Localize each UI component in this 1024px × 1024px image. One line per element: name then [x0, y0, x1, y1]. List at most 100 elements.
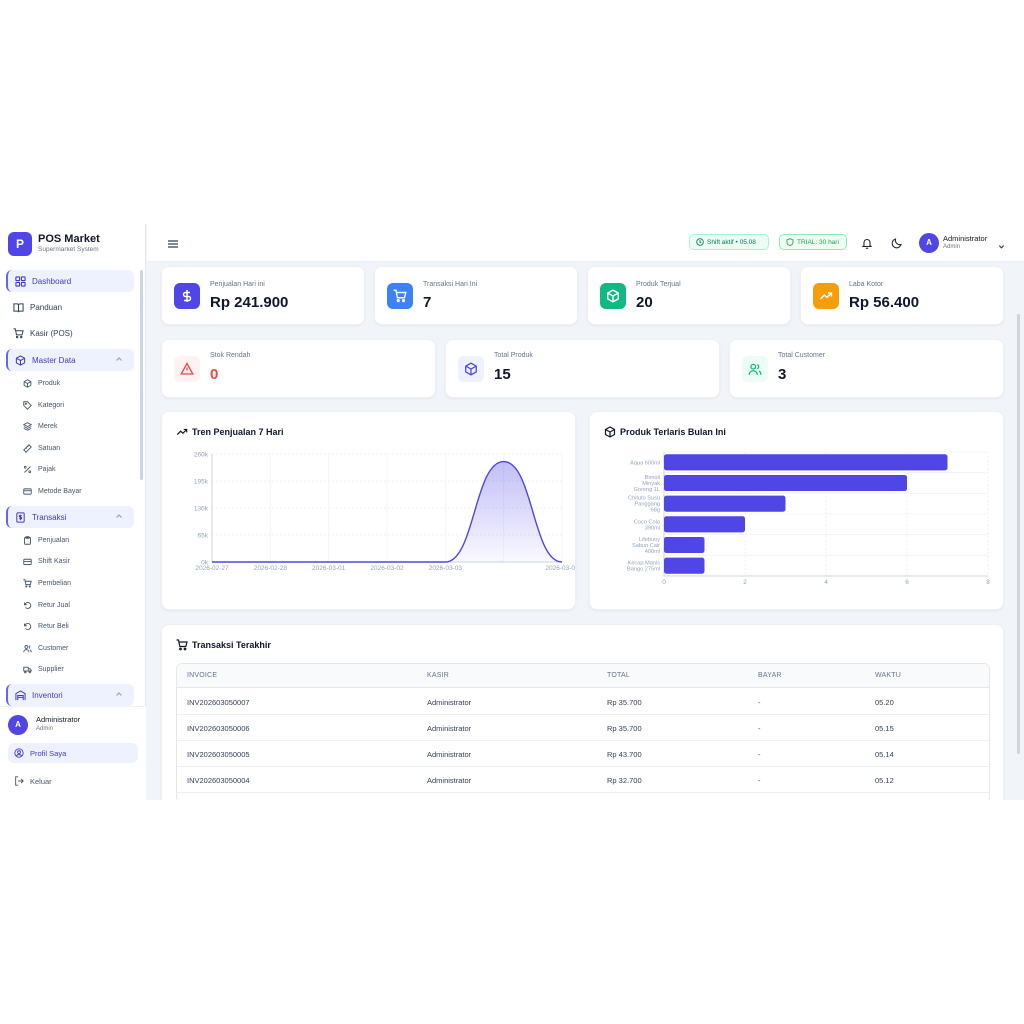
sidebar-item-panduan[interactable]: Panduan [6, 296, 134, 318]
stat-value: Rp 56.400 [849, 294, 920, 311]
sidebar-sub-supplier[interactable]: Supplier [22, 660, 134, 678]
sidebar-sub-satuan[interactable]: Satuan [22, 439, 134, 457]
cell-waktu: 05.15 [875, 724, 894, 733]
sidebar-user-panel: A Administrator Admin Profil Saya Keluar [0, 706, 146, 800]
sidebar-sub-shift-kasir[interactable]: Shift Kasir [22, 552, 134, 570]
stat-label: Laba Kotor [849, 281, 884, 288]
series-area [212, 461, 562, 562]
sidebar-sub-pembelian[interactable]: Pembelian [22, 574, 134, 592]
profile-button[interactable]: Profil Saya [8, 743, 138, 763]
cell-waktu: 05.14 [875, 750, 894, 759]
sidebar-item-transaksi[interactable]: Transaksi [6, 506, 134, 528]
sidebar-sub-label: Pembelian [38, 579, 72, 587]
header-user-menu[interactable]: A Administrator Admin [919, 232, 1019, 254]
bar [664, 557, 705, 574]
sidebar-item-master-data[interactable]: Master Data [6, 349, 134, 371]
column-header-kasir[interactable]: KASIR [427, 672, 450, 679]
brand-logo: P [8, 232, 32, 256]
cell-invoice: INV202603050004 [187, 776, 250, 785]
y-tick-label-line: Coco Cola [634, 519, 661, 525]
clipboard-icon [22, 535, 32, 545]
main-scrollbar[interactable] [1017, 314, 1020, 754]
y-tick-label: 195k [194, 479, 209, 486]
chevron-up-icon [114, 689, 126, 701]
sidebar-sub-kategori[interactable]: Kategori [22, 396, 134, 414]
user-circle-icon [14, 748, 24, 758]
sidebar-sub-customer[interactable]: Customer [22, 639, 134, 657]
bell-icon[interactable] [861, 236, 873, 249]
transactions-table: INVOICE KASIR TOTAL BAYAR WAKTU INV20260… [176, 663, 990, 800]
column-header-bayar[interactable]: BAYAR [758, 672, 782, 679]
stat-value: 7 [423, 294, 432, 311]
x-tick-label: 2026-03-01 [312, 565, 346, 572]
cell-total: Rp 35.700 [607, 698, 642, 707]
box-icon [14, 354, 26, 366]
box-icon [22, 378, 32, 388]
sidebar-sub-label: Supplier [38, 665, 64, 673]
y-tick-label: Kecap Manis Bango 275ml [627, 561, 660, 573]
table-row[interactable]: INV202603050007 Administrator Rp 35.700 … [177, 689, 989, 715]
sidebar-item-label: Master Data [32, 355, 76, 365]
sidebar-sub-pajak[interactable]: Pajak [22, 460, 134, 478]
sidebar-sub-label: Customer [38, 644, 69, 652]
sidebar-item-inventori[interactable]: Inventori [6, 684, 134, 706]
shift-status-badge: Shift aktif • 05.08 [689, 234, 769, 250]
sidebar-sub-label: Shift Kasir [38, 557, 70, 565]
cell-invoice: INV202603050006 [187, 724, 250, 733]
logout-icon [14, 776, 24, 786]
sidebar-sub-merek[interactable]: Merek [22, 417, 134, 435]
sidebar-item-label: Dashboard [32, 276, 72, 286]
sidebar-item-kasir[interactable]: Kasir (POS) [6, 322, 134, 344]
sidebar-sub-retur-jual[interactable]: Retur Jual [22, 596, 134, 614]
dollar-icon [174, 283, 200, 309]
book-icon [12, 301, 24, 313]
sidebar-sub-produk[interactable]: Produk [22, 374, 134, 392]
y-tick-label-line: 390ml [645, 525, 660, 531]
column-header-total[interactable]: TOTAL [607, 672, 630, 679]
sidebar-item-label: Inventori [32, 690, 63, 700]
recent-transactions-title: Transaksi Terakhir [192, 640, 271, 650]
x-tick-label: 6 [905, 579, 909, 586]
cell-invoice: INV202603050007 [187, 698, 250, 707]
sidebar-sub-penjualan[interactable]: Penjualan [22, 531, 134, 549]
tag-icon [22, 400, 32, 410]
y-tick-label-line: Minyak [642, 481, 660, 487]
card-title: Tren Penjualan 7 Hari [176, 426, 284, 438]
column-header-invoice[interactable]: INVOICE [187, 672, 218, 679]
bar [664, 474, 907, 492]
top-products-card: Produk Terlaris Bulan Ini 0 2 4 6 8 Aqua 600m… [589, 411, 1004, 610]
sales-trend-chart: 0k 65k 130k 195k 260k 2026-02-27 2026-02-28 202… [194, 452, 575, 573]
table-row[interactable]: INV202603050006 Administrator Rp 35.700 … [177, 715, 989, 741]
sidebar-sub-metode-bayar[interactable]: Metode Bayar [22, 482, 134, 500]
warehouse-icon [14, 689, 26, 701]
column-header-waktu[interactable]: WAKTU [875, 672, 902, 679]
x-tick-label: 2026-03-03 [429, 565, 463, 572]
sidebar-scrollbar[interactable] [140, 270, 143, 480]
cell-total: Rp 35.700 [607, 724, 642, 733]
stat-label: Total Customer [778, 352, 826, 359]
sidebar-sub-label: Merek [38, 422, 58, 430]
cell-bayar: - [758, 776, 761, 785]
sales-trend-title: Tren Penjualan 7 Hari [192, 427, 284, 437]
sidebar-item-dashboard[interactable]: Dashboard [6, 270, 134, 292]
menu-icon[interactable] [167, 237, 179, 249]
y-tick-label-line: Goreng 1L [634, 487, 660, 493]
brand-subtitle: Supermarket System [38, 246, 99, 253]
sidebar-sub-retur-beli[interactable]: Retur Beli [22, 617, 134, 635]
table-row[interactable]: INV202603050004 Administrator Rp 32.700 … [177, 767, 989, 793]
cell-bayar: - [758, 750, 761, 759]
cell-bayar: - [758, 698, 761, 707]
sidebar-user-name: Administrator [36, 715, 81, 724]
sidebar-sub-label: Pajak [38, 465, 56, 473]
x-tick-label: 4 [824, 579, 828, 586]
trial-label: TRIAL: 30 hari [797, 238, 839, 246]
moon-icon[interactable] [891, 236, 903, 249]
y-tick-label: Lifebuoy Sabun Cair 400ml [632, 537, 660, 555]
table-row[interactable]: INV202603050005 Administrator Rp 43.700 … [177, 741, 989, 767]
bar [664, 536, 705, 554]
bar [664, 516, 745, 533]
sidebar-user-role: Admin [36, 726, 54, 732]
stat-card-total-products: Total Produk 15 [445, 339, 720, 398]
logout-button[interactable]: Keluar [8, 771, 138, 791]
sidebar-sub-label: Retur Beli [38, 622, 69, 630]
